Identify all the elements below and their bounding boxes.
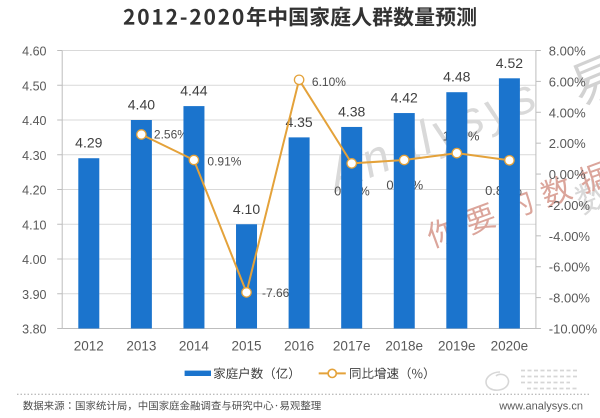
svg-text:www.analysys.cn: www.analysys.cn [498,400,583,412]
svg-text:3.80: 3.80 [22,323,46,337]
svg-text:2.00%: 2.00% [549,136,586,151]
svg-text:4.60: 4.60 [22,45,46,59]
svg-text:3.90: 3.90 [22,288,46,302]
svg-text:2018e: 2018e [385,339,423,354]
svg-text:-10.00%: -10.00% [549,322,598,337]
svg-text:4.42: 4.42 [391,90,418,106]
svg-text:4.10: 4.10 [233,201,260,217]
svg-text:4.35: 4.35 [285,114,312,130]
svg-text:4.29: 4.29 [75,135,102,151]
svg-text:2016: 2016 [284,339,314,354]
svg-text:2014: 2014 [179,339,210,354]
svg-text:4.48: 4.48 [443,69,470,85]
svg-text:0.91%: 0.91% [207,155,241,169]
svg-text:6.10%: 6.10% [312,75,346,89]
svg-text:4.00%: 4.00% [549,105,586,120]
svg-text:4.50: 4.50 [22,80,46,94]
svg-text:4.10: 4.10 [22,218,46,232]
svg-text:4.30: 4.30 [22,149,46,163]
svg-text:6.00%: 6.00% [549,74,586,89]
svg-text:2013: 2013 [126,339,156,354]
svg-text:2019e: 2019e [438,339,476,354]
svg-text:4.20: 4.20 [22,184,46,198]
svg-text:4.00: 4.00 [22,253,46,267]
svg-text:-8.00%: -8.00% [549,291,591,306]
svg-text:2015: 2015 [231,339,261,354]
svg-text:2020e: 2020e [491,339,529,354]
svg-text:4.40: 4.40 [22,114,46,128]
svg-text:4.40: 4.40 [128,97,155,113]
svg-text:2.56%: 2.56% [154,128,188,142]
svg-text:4.38: 4.38 [338,103,365,119]
svg-text:-4.00%: -4.00% [549,229,591,244]
svg-text:-2.00%: -2.00% [549,198,591,213]
svg-text:-6.00%: -6.00% [549,260,591,275]
svg-text:8.00%: 8.00% [549,44,586,59]
svg-text:4.44: 4.44 [180,83,207,99]
svg-text:0.00%: 0.00% [549,167,586,182]
svg-text:2012: 2012 [74,339,104,354]
svg-text:2017e: 2017e [333,339,371,354]
svg-text:4.52: 4.52 [496,55,523,71]
